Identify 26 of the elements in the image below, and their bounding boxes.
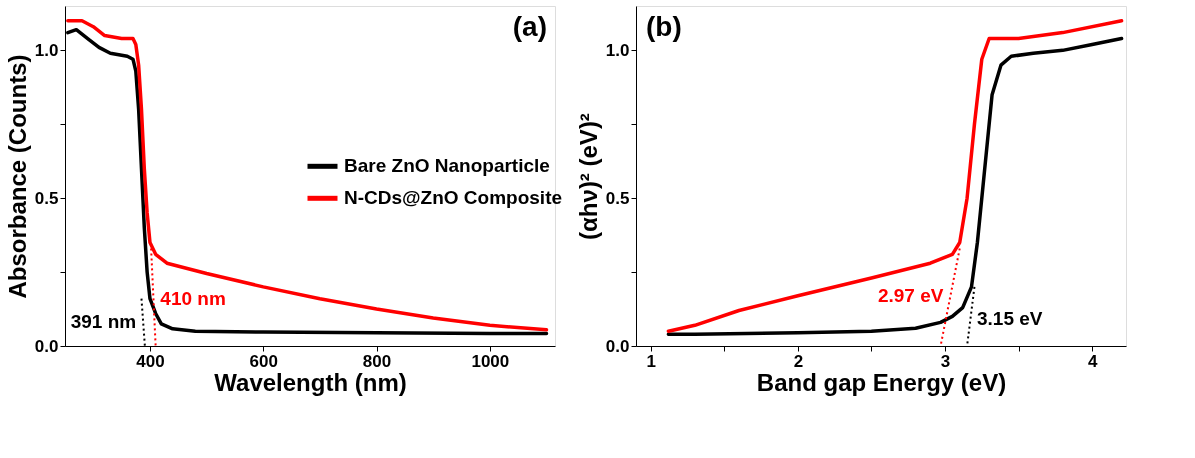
annotation: 3.15 eV bbox=[977, 308, 1043, 330]
annotation: (b) bbox=[646, 11, 682, 42]
y-tick-label: 1.0 bbox=[605, 40, 630, 60]
legend-label: Bare ZnO Nanoparticle bbox=[344, 155, 550, 177]
annotation: 2.97 eV bbox=[877, 284, 944, 306]
x-axis-title: Band gap Energy (eV) bbox=[756, 368, 1007, 396]
x-tick-label: 400 bbox=[136, 351, 165, 371]
annotation: 391 nm bbox=[70, 311, 137, 333]
x-tick-label: 1 bbox=[646, 351, 656, 371]
y-tick-label: 1.0 bbox=[34, 40, 59, 60]
x-tick-label: 2 bbox=[793, 351, 804, 371]
x-tick-label: 4 bbox=[1087, 351, 1098, 371]
x-axis-title: Wavelength (nm) bbox=[214, 368, 407, 396]
x-tick-label: 1000 bbox=[471, 351, 510, 371]
x-tick-label: 3 bbox=[940, 351, 951, 371]
y-tick-label: 0.5 bbox=[34, 188, 59, 208]
y-tick-label: 0.0 bbox=[34, 336, 59, 356]
y-tick-label: 0.0 bbox=[605, 336, 630, 356]
y-axis-title: Absorbance (Counts) bbox=[3, 54, 31, 299]
legend-label: N-CDs@ZnO Composite bbox=[344, 187, 563, 209]
annotation: 410 nm bbox=[160, 287, 226, 309]
x-tick-label: 600 bbox=[249, 351, 278, 371]
y-axis-title: (αhν)² (eV)² bbox=[574, 113, 602, 240]
annotation: (a) bbox=[512, 11, 547, 42]
y-tick-label: 0.5 bbox=[605, 188, 630, 208]
x-tick-label: 800 bbox=[362, 351, 392, 371]
